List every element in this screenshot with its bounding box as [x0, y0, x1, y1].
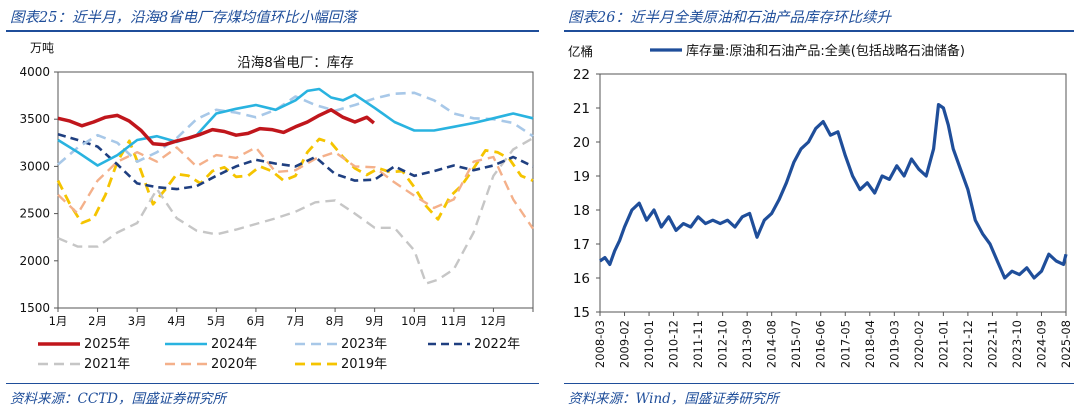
series-line-2024年 [57, 87, 534, 167]
x-tick-label: 2017-05 [838, 320, 852, 368]
title-rule [564, 30, 1074, 32]
right-figure-panel: 图表26：近半月全美原油和石油产品库存环比续升 亿桶 15 16 17 18 19 20 21… [558, 0, 1080, 415]
series-line-2020年 [57, 146, 534, 230]
left-figure-panel: 图表25：近半月，沿海8省电厂存煤均值环比小幅回落 万吨沿海8省电厂：库存 150… [6, 10, 539, 407]
x-tick-label: 2月 [88, 314, 107, 328]
source-rule [564, 383, 1074, 384]
legend-label: 2020年 [211, 357, 257, 372]
x-tick-label: 2018-04 [863, 320, 877, 368]
y-tick-label: 15 [573, 305, 590, 321]
legend-label: 库存量:原油和石油产品:全美(包括战略石油储备) [686, 43, 965, 59]
plot-frame [599, 73, 1067, 313]
y-tick-label: 2000 [19, 254, 50, 268]
source-rule [6, 383, 539, 384]
x-tick-label: 2025-08 [1059, 320, 1073, 368]
figure-title: 图表25：近半月，沿海8省电厂存煤均值环比小幅回落 [10, 10, 357, 26]
x-tick-label: 6月 [247, 314, 266, 328]
us-oil-inventory-chart: 亿桶 15 16 17 18 19 20 21 22 2008-03 2009-02 2010-01 2… [568, 43, 1073, 368]
x-tick-label: 2010-12 [667, 320, 681, 368]
y-axis-unit: 亿桶 [568, 44, 593, 59]
x-tick-label: 2013-09 [740, 320, 754, 368]
x-tick-label: 7月 [286, 314, 305, 328]
x-tick-label: 2014-08 [765, 320, 779, 368]
x-tick-label: 2012-10 [716, 320, 730, 368]
series-line-us-inventory [599, 103, 1068, 280]
x-tick-label: 11月 [441, 314, 467, 328]
x-tick-label: 1月 [49, 314, 68, 328]
x-tick-label: 12月 [480, 314, 506, 328]
y-tick-label: 19 [573, 169, 590, 185]
x-tick-label: 3月 [128, 314, 147, 328]
y-tick-label: 1500 [19, 301, 50, 315]
x-tick-label: 2008-03 [593, 320, 607, 368]
y-tick-label: 3000 [19, 159, 50, 173]
y-tick-label: 22 [573, 67, 590, 83]
x-tick-label: 2021-01 [936, 320, 950, 368]
y-tick-label: 16 [573, 271, 590, 287]
figure-title: 图表26：近半月全美原油和石油产品库存环比续升 [568, 10, 891, 26]
x-tick-label: 5月 [207, 314, 226, 328]
source-note: 资料来源：Wind，国盛证券研究所 [568, 391, 779, 407]
series-line-2021年 [57, 137, 534, 285]
series-line-2023年 [57, 91, 534, 166]
title-rule [6, 30, 539, 32]
y-tick-label: 20 [573, 135, 590, 151]
x-tick-label: 2016-06 [814, 320, 828, 368]
y-tick-label: 2500 [19, 207, 50, 221]
source-note: 资料来源：CCTD，国盛证券研究所 [10, 391, 226, 407]
x-tick-label: 9月 [365, 314, 384, 328]
legend-label: 2024年 [211, 337, 257, 352]
y-tick-label: 17 [573, 237, 590, 253]
y-tick-label: 21 [573, 101, 590, 117]
x-tick-label: 8月 [326, 314, 345, 328]
x-tick-label: 2015-07 [789, 320, 803, 368]
series-line-2022年 [57, 133, 534, 191]
x-tick-label: 2010-01 [642, 320, 656, 368]
x-tick-label: 2024-09 [1034, 320, 1048, 368]
chart-title: 沿海8省电厂：库存 [237, 55, 354, 71]
legend-label: 2021年 [84, 357, 130, 372]
x-tick-label: 2011-11 [691, 320, 705, 368]
y-axis-unit: 万吨 [30, 41, 54, 55]
x-tick-label: 2020-02 [912, 320, 926, 368]
legend-label: 2023年 [341, 337, 387, 352]
legend-label: 2019年 [341, 357, 387, 372]
x-tick-label: 2022-11 [985, 320, 999, 368]
legend-label: 2025年 [84, 337, 130, 352]
x-tick-label: 10月 [401, 314, 427, 328]
x-tick-label: 4月 [167, 314, 186, 328]
series-line-2025年 [57, 108, 375, 147]
x-tick-label: 2021-12 [961, 320, 975, 368]
plot-frame [57, 71, 534, 309]
y-tick-label: 4000 [19, 65, 50, 79]
y-tick-label: 3500 [19, 112, 50, 126]
legend-label: 2022年 [474, 337, 520, 352]
x-tick-label: 2019-03 [887, 320, 901, 368]
y-tick-label: 18 [573, 203, 590, 219]
x-tick-label: 2023-10 [1010, 320, 1024, 368]
x-tick-label: 2009-02 [618, 320, 632, 368]
